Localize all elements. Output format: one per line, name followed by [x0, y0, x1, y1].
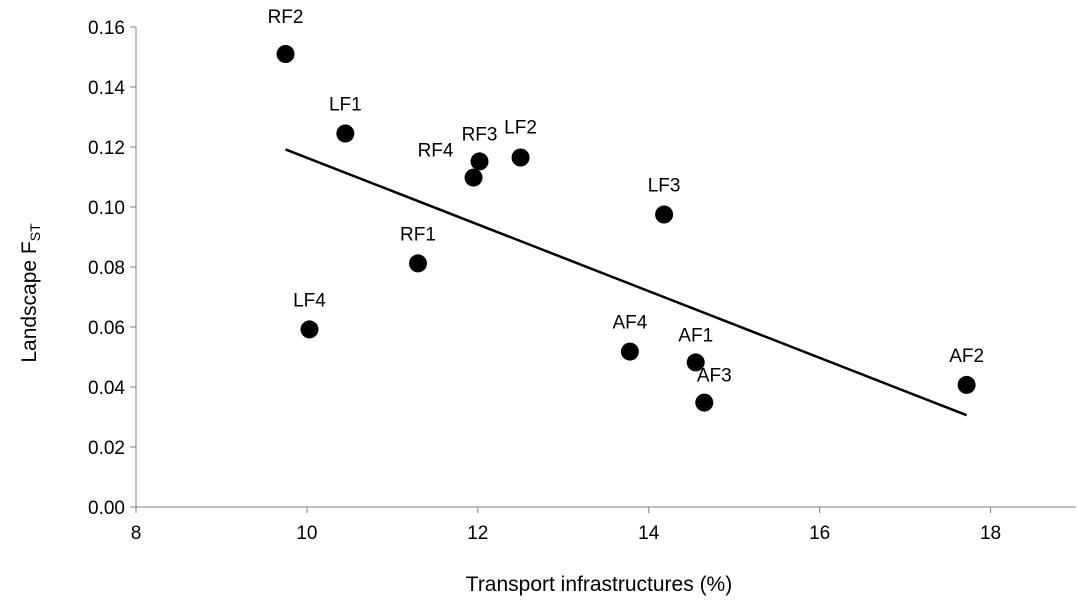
y-tick-label: 0.00	[88, 498, 125, 519]
data-point-af3	[695, 393, 714, 412]
point-label-rf2: RF2	[268, 7, 304, 28]
point-label-af3: AF3	[697, 366, 732, 387]
y-tick-label: 0.04	[88, 378, 125, 399]
point-label-lf2: LF2	[504, 118, 537, 139]
data-point-rf1	[409, 254, 427, 273]
y-tick-label: 0.10	[88, 198, 125, 219]
point-label-lf4: LF4	[293, 290, 326, 311]
data-points	[276, 45, 976, 412]
y-tick-label: 0.06	[88, 318, 125, 339]
data-point-rf3	[470, 152, 489, 171]
x-axis-title: Transport infrastructures (%)	[466, 573, 732, 596]
y-tick-label: 0.02	[88, 438, 125, 459]
x-tick-label: 10	[296, 523, 317, 544]
y-axis-title-main: Landscape F	[18, 241, 41, 362]
data-point-lf4	[300, 320, 319, 339]
point-label-af2: AF2	[949, 346, 984, 367]
y-tick-label: 0.16	[88, 18, 125, 39]
data-point-af2	[957, 375, 976, 394]
tick-labels: 0.00 0.02 0.04 0.06 0.08 0.10 0.12 0.14 0.16 8 10 1…	[88, 18, 1001, 544]
y-axis-title: Landscape FST	[18, 223, 43, 363]
data-point-rf4	[464, 168, 483, 187]
point-label-lf3: LF3	[648, 176, 681, 197]
point-label-rf4: RF4	[418, 141, 454, 162]
point-label-lf1: LF1	[329, 95, 362, 116]
y-axis-title-subscript: ST	[27, 223, 43, 241]
point-label-af4: AF4	[612, 313, 647, 334]
x-tick-label: 14	[638, 523, 660, 544]
point-label-af1: AF1	[678, 325, 713, 346]
data-point-lf1	[336, 124, 355, 143]
data-point-af4	[620, 342, 639, 361]
x-tick-label: 8	[131, 523, 142, 544]
y-tick-label: 0.08	[88, 258, 125, 279]
x-tick-label: 12	[467, 523, 488, 544]
y-tick-label: 0.12	[88, 138, 125, 159]
data-point-lf3	[655, 205, 674, 224]
data-point-af1	[686, 353, 705, 372]
point-label-rf1: RF1	[400, 224, 436, 245]
x-tick-label: 16	[809, 523, 830, 544]
trendline	[285, 148, 968, 417]
point-labels: RF2 LF1 RF3 LF2 RF4 LF3 RF1 LF4 AF4 AF1 AF3 AF2	[268, 7, 984, 387]
point-label-rf3: RF3	[462, 124, 498, 145]
data-point-lf2	[511, 148, 530, 167]
data-point-rf2	[276, 45, 295, 63]
axes	[130, 26, 1076, 513]
x-tick-label: 18	[980, 523, 1001, 544]
y-tick-label: 0.14	[88, 78, 125, 99]
